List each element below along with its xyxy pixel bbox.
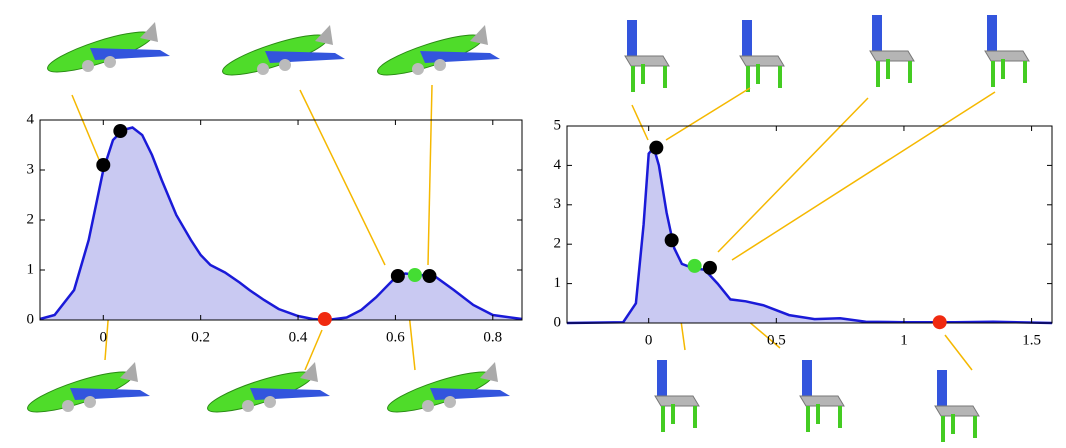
chair-thumbnail [870,15,914,87]
x-tick-label: 1.5 [1022,332,1041,348]
chair-thumbnail [625,20,669,92]
arrow [945,335,972,370]
y-tick-label: 2 [554,236,562,252]
y-tick-label: 3 [554,196,562,212]
y-tick-label: 4 [554,157,562,173]
arrow [666,88,750,140]
marker [665,233,679,247]
marker [688,259,702,273]
marker [408,268,422,282]
plane-thumbnail [24,362,150,419]
arrow [718,98,868,252]
chair-thumbnail [800,360,844,432]
marker [422,269,436,283]
x-tick-label: 0.8 [483,329,502,345]
y-tick-label: 3 [27,161,35,177]
figure: 0 1 2 3 4 0 0.2 0.4 0.6 0.8 0 1 2 3 4 5 0 0.5 1 1.5 [0,0,1066,448]
x-tick-label: 0.2 [191,329,210,345]
plane-thumbnail [204,362,330,419]
y-tick-label: 0 [554,314,562,330]
x-tick-label: 1 [900,332,908,348]
x-tick-label: 0 [645,332,653,348]
marker [113,124,127,138]
arrow [428,85,432,265]
marker [318,312,332,326]
chair-thumbnail [935,370,979,442]
chair-thumbnail [740,20,784,92]
marker [933,315,947,329]
y-tick-label: 2 [27,211,35,227]
arrows [72,85,995,370]
arrow [300,90,385,265]
plane-thumbnail [219,25,345,82]
x-tick-label: 0.4 [289,329,308,345]
plane-thumbnail [374,25,500,82]
y-tick-label: 1 [554,275,562,291]
marker [96,158,110,172]
arrow [632,105,648,140]
plot: 0 1 2 3 4 0 0.2 0.4 0.6 0.8 [27,111,523,345]
density-area [567,148,1052,323]
plots: 0 1 2 3 4 0 0.2 0.4 0.6 0.8 0 1 2 3 4 5 0 0.5 1 1.5 [27,111,1053,348]
plane-thumbnail [384,362,510,419]
marker [391,269,405,283]
y-tick-label: 4 [27,111,35,127]
marker [703,261,717,275]
x-tick-label: 0.6 [386,329,405,345]
y-tick-label: 1 [27,261,35,277]
arrow [72,95,100,162]
y-tick-label: 0 [27,311,35,327]
y-tick-label: 5 [554,117,562,133]
chair-thumbnail [655,360,699,432]
plot: 0 1 2 3 4 5 0 0.5 1 1.5 [554,117,1053,348]
plane-thumbnail [44,22,170,79]
arrow [732,92,995,260]
marker [649,141,663,155]
chair-thumbnail [985,15,1029,87]
x-tick-label: 0.5 [767,332,786,348]
density-area [40,128,522,321]
x-tick-label: 0 [100,329,108,345]
